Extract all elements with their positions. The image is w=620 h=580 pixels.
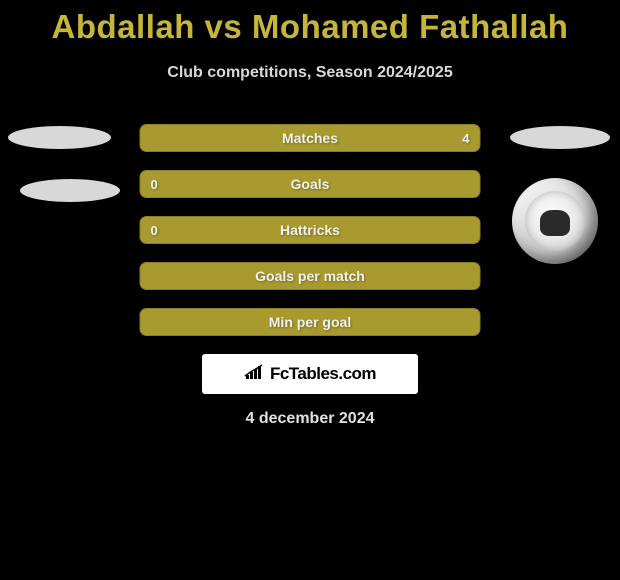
club-badge: [512, 178, 598, 264]
branding-box[interactable]: FcTables.com: [202, 354, 418, 394]
player-left-ellipse-1: [8, 126, 111, 149]
player-right-ellipse: [510, 126, 610, 149]
chart-bars-icon: [244, 363, 266, 386]
stat-row-min-per-goal: Min per goal: [140, 308, 481, 336]
stat-row-hattricks: 0 Hattricks: [140, 216, 481, 244]
stat-value-left: 0: [151, 223, 158, 238]
stat-label: Min per goal: [269, 314, 351, 330]
stat-label: Goals: [291, 176, 330, 192]
stat-value-left: 0: [151, 177, 158, 192]
stat-label: Matches: [282, 130, 338, 146]
page-subtitle: Club competitions, Season 2024/2025: [0, 64, 620, 82]
stat-label: Hattricks: [280, 222, 340, 238]
page-title: Abdallah vs Mohamed Fathallah: [0, 0, 620, 46]
footer-date: 4 december 2024: [246, 410, 375, 428]
stat-row-goals: 0 Goals: [140, 170, 481, 198]
stat-label: Goals per match: [255, 268, 365, 284]
player-left-ellipse-2: [20, 179, 120, 202]
branding-text: FcTables.com: [270, 364, 376, 384]
stat-row-goals-per-match: Goals per match: [140, 262, 481, 290]
stat-value-right: 4: [462, 131, 469, 146]
club-badge-emblem: [540, 210, 570, 236]
stat-row-matches: Matches 4: [140, 124, 481, 152]
stats-container: Matches 4 0 Goals 0 Hattricks Goals per …: [140, 124, 481, 354]
